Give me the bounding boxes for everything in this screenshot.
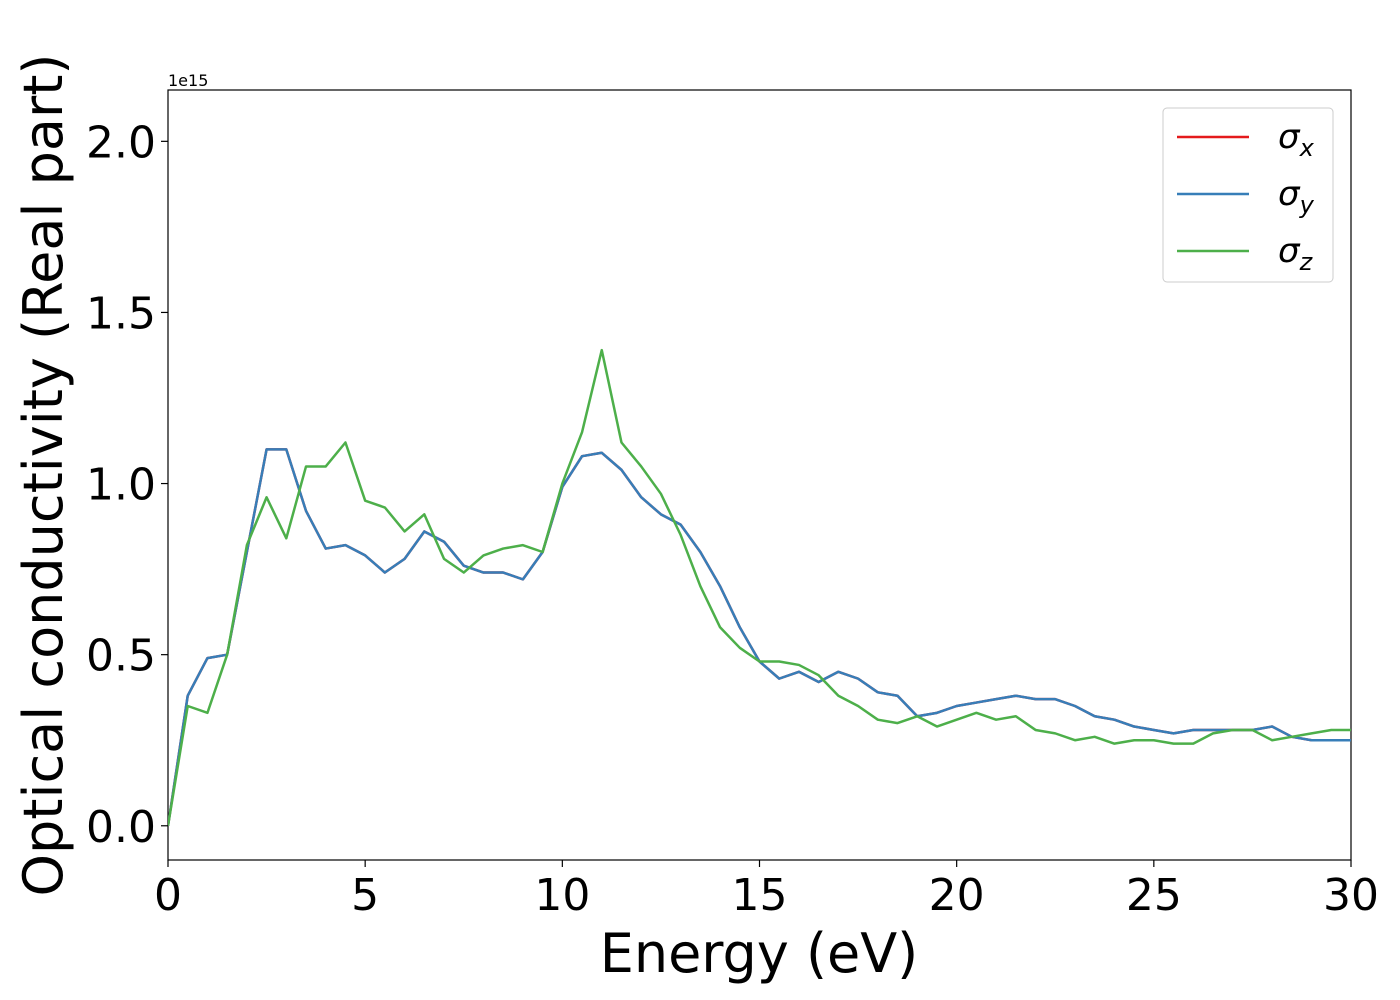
x-tick-label: 20	[929, 870, 985, 921]
series-line	[168, 448, 1351, 826]
legend-label: σx	[1278, 117, 1315, 162]
y-offset-label: 1e15	[168, 71, 208, 90]
y-tick-label: 1.0	[86, 460, 156, 511]
x-tick-label: 10	[534, 870, 590, 921]
x-tick-label: 25	[1126, 870, 1182, 921]
y-tick-label: 2.0	[86, 117, 156, 168]
x-tick-label: 5	[351, 870, 379, 921]
y-tick-label: 1.5	[86, 288, 156, 339]
x-tick-label: 15	[732, 870, 788, 921]
series-line	[168, 348, 1351, 826]
series-line	[168, 448, 1351, 826]
x-tick-label: 0	[154, 870, 182, 921]
y-axis-label: Optical conductivity (Real part)	[12, 54, 75, 897]
x-axis-label: Energy (eV)	[600, 922, 919, 985]
y-tick-label: 0.5	[86, 631, 156, 682]
x-tick-label: 30	[1323, 870, 1379, 921]
y-tick-label: 0.0	[86, 802, 156, 853]
legend-label: σy	[1278, 174, 1315, 219]
legend-label: σz	[1278, 231, 1314, 276]
